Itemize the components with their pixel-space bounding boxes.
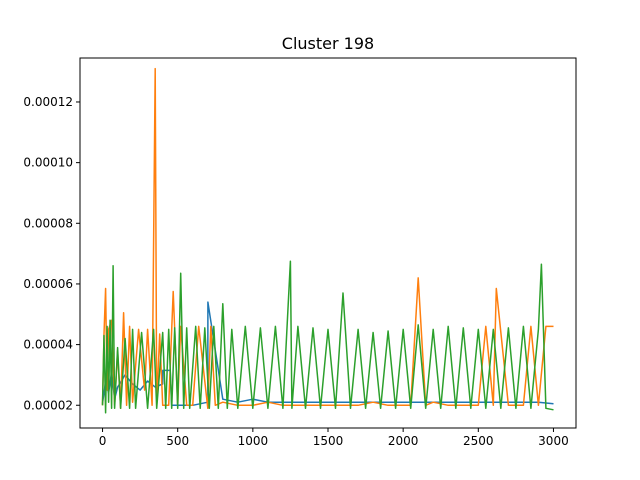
x-tick-label: 500	[166, 434, 189, 448]
y-tick-label: 0.00010	[23, 156, 73, 170]
chart-title: Cluster 198	[282, 34, 374, 53]
x-tick-label: 1000	[238, 434, 269, 448]
y-tick-label: 0.00008	[23, 216, 73, 230]
x-axis-ticks: 0 500 1000 1500 2000 2500 3000	[99, 428, 569, 448]
series-layer	[101, 67, 554, 414]
series-line-2	[101, 67, 554, 410]
x-tick-label: 0	[99, 434, 107, 448]
series-line-3	[101, 260, 554, 414]
x-tick-label: 1500	[313, 434, 344, 448]
x-tick-label: 2500	[463, 434, 494, 448]
x-tick-label: 3000	[538, 434, 569, 448]
x-tick-label: 2000	[388, 434, 419, 448]
y-tick-label: 0.00004	[23, 338, 73, 352]
y-tick-label: 0.00012	[23, 95, 73, 109]
y-tick-label: 0.00006	[23, 277, 73, 291]
y-tick-label: 0.00002	[23, 398, 73, 412]
y-axis-ticks: 0.00002 0.00004 0.00006 0.00008 0.00010 0.000…	[23, 95, 80, 412]
